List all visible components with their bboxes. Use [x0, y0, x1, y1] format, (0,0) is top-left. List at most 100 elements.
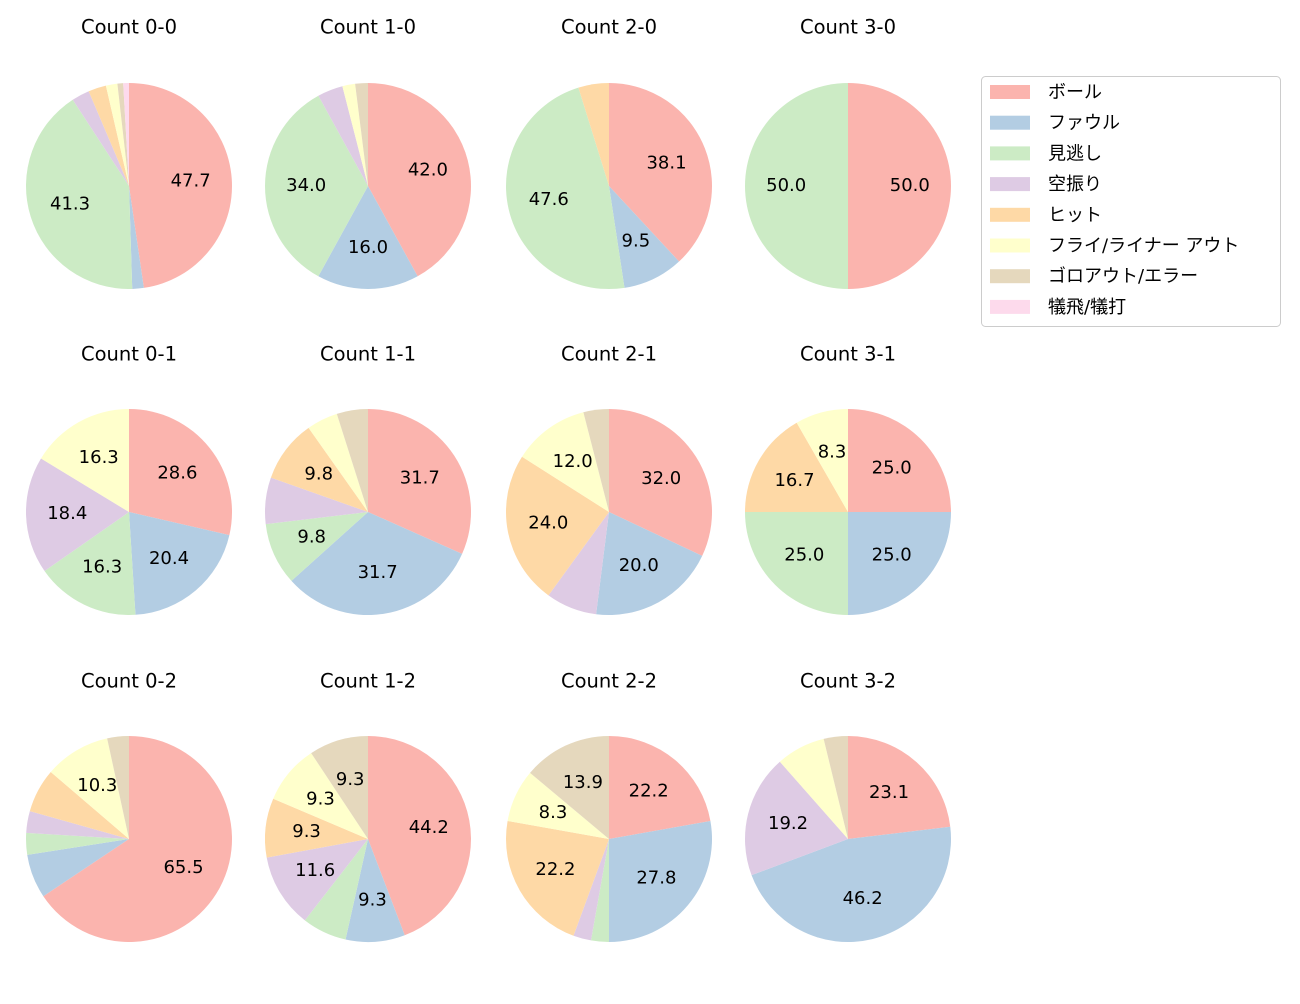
- slice-label: 23.1: [869, 782, 909, 803]
- pie-title: Count 2-0: [561, 16, 657, 39]
- pie-slice: [590, 839, 609, 942]
- pie-slice: [311, 736, 368, 839]
- legend-swatch: [990, 207, 1030, 222]
- pie-slice: [848, 736, 951, 839]
- pie-slice: [318, 186, 418, 289]
- pie-title: Count 3-1: [800, 343, 896, 366]
- pie-slice: [44, 512, 136, 615]
- pie-slice: [522, 412, 609, 512]
- pie-slice: [779, 738, 848, 839]
- pie-slice: [25, 458, 129, 571]
- pie-slice: [848, 409, 951, 512]
- slice-label: 11.6: [295, 860, 335, 881]
- pie-slice: [506, 820, 609, 936]
- pie-title: Count 3-2: [800, 670, 896, 693]
- slice-label: 20.4: [149, 548, 189, 569]
- slice-label: 22.2: [535, 859, 575, 880]
- slice-label: 41.3: [50, 194, 90, 215]
- legend-swatch: [990, 238, 1030, 253]
- pie-slice: [336, 409, 368, 512]
- pie-slice: [304, 839, 368, 940]
- pie-slice: [266, 839, 368, 921]
- slice-label: 16.7: [774, 470, 814, 491]
- legend-label: フライ/ライナー アウト: [1048, 236, 1239, 257]
- pie-slice: [609, 186, 680, 288]
- pie-slice: [596, 512, 703, 615]
- pie-slice: [265, 798, 368, 858]
- pie-slice: [609, 736, 711, 839]
- pie-slice: [609, 83, 712, 262]
- slice-label: 9.3: [336, 769, 365, 790]
- pie-slice: [50, 738, 129, 839]
- pie-slice: [29, 771, 129, 839]
- slice-label: 31.7: [400, 467, 440, 488]
- slice-label: 9.3: [292, 821, 321, 842]
- slice-label: 22.2: [629, 781, 669, 802]
- slice-label: 32.0: [641, 468, 681, 489]
- pie-slice: [273, 753, 368, 839]
- legend-label: ボール: [1048, 82, 1102, 103]
- legend-swatch: [990, 299, 1030, 314]
- pie-slice: [308, 413, 368, 512]
- pie-slice: [745, 512, 848, 615]
- slice-label: 10.3: [77, 775, 117, 796]
- pie-slice: [318, 86, 368, 186]
- pie-title: Count 1-1: [320, 343, 416, 366]
- slice-label: 16.3: [79, 447, 119, 468]
- slice-label: 20.0: [619, 555, 659, 576]
- pie-slice: [129, 512, 230, 615]
- pie-title: Count 0-2: [81, 670, 177, 693]
- pie-slice: [848, 83, 951, 289]
- legend-swatch: [990, 85, 1030, 99]
- legend-label: 見逃し: [1048, 143, 1102, 164]
- slice-label: 9.5: [622, 231, 651, 252]
- slice-label: 12.0: [553, 451, 593, 472]
- slice-label: 9.8: [297, 526, 326, 547]
- slice-label: 25.0: [872, 457, 912, 478]
- legend-swatch: [990, 177, 1030, 192]
- pie-slice: [270, 427, 368, 512]
- pie-slice: [507, 772, 609, 839]
- legend-label: 犠飛/犠打: [1048, 297, 1126, 318]
- slice-label: 46.2: [843, 888, 883, 909]
- legend-box: [981, 76, 1281, 327]
- slice-label: 13.9: [563, 772, 603, 793]
- pie-slice: [265, 95, 368, 277]
- slice-label: 50.0: [766, 175, 806, 196]
- pie-slice: [745, 83, 848, 289]
- pie-title: Count 1-0: [320, 16, 416, 39]
- pie-slice: [745, 422, 848, 512]
- pie-title: Count 2-2: [561, 670, 657, 693]
- pie-title: Count 2-1: [561, 343, 657, 366]
- legend-swatch: [990, 146, 1030, 161]
- pie-slice: [368, 409, 472, 554]
- pie-slice: [117, 83, 129, 186]
- pie-slice: [751, 826, 951, 942]
- pie-slice: [72, 91, 129, 186]
- pie-slice: [355, 83, 368, 186]
- slice-label: 27.8: [636, 868, 676, 889]
- pie-slice: [745, 761, 848, 876]
- pie-title: Count 3-0: [800, 16, 896, 39]
- slice-label: 42.0: [408, 160, 448, 181]
- pie-slice: [506, 456, 609, 596]
- pie-slice: [368, 736, 471, 936]
- pie-slice: [43, 736, 233, 943]
- slice-label: 16.0: [348, 237, 388, 258]
- pie-slice: [123, 83, 129, 186]
- pie-slice: [578, 83, 609, 186]
- pie-slice: [548, 512, 609, 615]
- slice-label: 25.0: [872, 545, 912, 566]
- pie-slice: [368, 83, 472, 277]
- pie-slice: [345, 839, 405, 942]
- legend-label: ゴロアウト/エラー: [1048, 266, 1198, 287]
- pie-slice: [342, 83, 368, 186]
- slice-label: 8.3: [539, 802, 568, 823]
- pie-slice: [848, 512, 951, 615]
- pie-slice: [796, 409, 848, 512]
- slice-label: 47.7: [171, 171, 211, 192]
- legend-swatch: [990, 269, 1030, 284]
- slice-label: 8.3: [818, 441, 847, 462]
- pie-slice: [88, 85, 129, 186]
- pie-slice: [26, 811, 129, 839]
